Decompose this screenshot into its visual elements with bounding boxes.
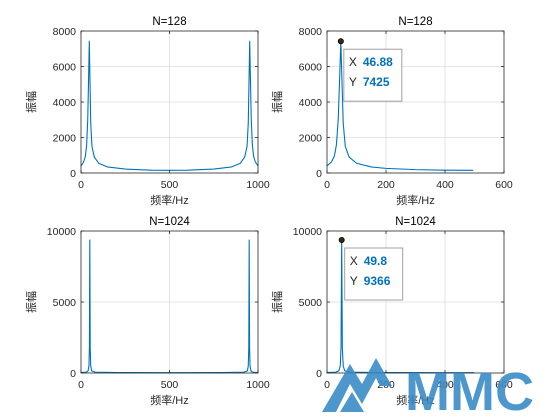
x-tick-label: 500 bbox=[161, 379, 179, 391]
x-tick-label: 200 bbox=[377, 179, 395, 191]
x-tick-label: 400 bbox=[436, 179, 454, 191]
chart-panel-1: 0 500 1000 0 2000 4000 6000 8000 N=128 频率/Hz 振幅 bbox=[24, 16, 270, 207]
x-axis-label: 频率/Hz bbox=[150, 393, 189, 407]
logo-text: MMC bbox=[405, 362, 534, 420]
y-tick-label: 0 bbox=[70, 168, 76, 180]
datatip-marker bbox=[338, 237, 345, 244]
datatip-y-label: Y bbox=[350, 274, 358, 288]
datatip-marker bbox=[337, 38, 344, 45]
y-tick-label: 6000 bbox=[299, 62, 323, 74]
y-tick-label: 0 bbox=[316, 368, 322, 380]
y-tick-label: 0 bbox=[316, 168, 322, 180]
datatip-x-label: X bbox=[350, 254, 358, 268]
chart-panel-4: 02004006000500010000N=1024频率/Hz振幅X49.8Y9… bbox=[270, 216, 513, 407]
y-tick-label: 4000 bbox=[299, 97, 323, 109]
datatip: X 46.88 Y 7425 bbox=[337, 38, 403, 102]
x-tick-label: 400 bbox=[436, 379, 454, 391]
y-tick-label: 4000 bbox=[53, 97, 77, 109]
datatip-x-label: X bbox=[349, 55, 357, 69]
y-axis-label: 振幅 bbox=[270, 291, 284, 313]
datatip-y-value: 7425 bbox=[363, 75, 390, 89]
y-tick-label: 5000 bbox=[53, 297, 77, 309]
x-tick-label: 0 bbox=[324, 379, 330, 391]
logo-arrow-icon bbox=[322, 358, 392, 412]
datatip-x-value: 46.88 bbox=[363, 55, 393, 69]
datatip-y-value: 9366 bbox=[364, 274, 391, 288]
datatip-x-value: 49.8 bbox=[364, 254, 388, 268]
y-tick-label: 6000 bbox=[53, 62, 77, 74]
chart-title: N=128 bbox=[398, 16, 432, 28]
datatip-box bbox=[344, 247, 404, 301]
chart-title: N=128 bbox=[152, 16, 186, 28]
y-tick-label: 8000 bbox=[299, 26, 323, 38]
chart-title: N=1024 bbox=[395, 216, 436, 228]
logo-shard-icon bbox=[340, 392, 364, 412]
x-axis-label: 频率/Hz bbox=[396, 393, 435, 407]
mmc-logo: MMC bbox=[322, 358, 534, 420]
x-tick-label: 500 bbox=[161, 179, 179, 191]
y-tick-label: 10000 bbox=[47, 226, 76, 238]
x-tick-label: 1000 bbox=[246, 379, 270, 391]
y-tick-label: 5000 bbox=[299, 297, 323, 309]
x-tick-label: 0 bbox=[324, 179, 330, 191]
series-line bbox=[326, 40, 474, 171]
y-tick-label: 10000 bbox=[293, 226, 322, 238]
x-tick-label: 600 bbox=[495, 379, 513, 391]
x-tick-label: 1000 bbox=[246, 179, 270, 191]
y-axis-label: 振幅 bbox=[24, 91, 38, 113]
datatip: X 49.8 Y 9366 bbox=[338, 237, 404, 301]
y-tick-label: 2000 bbox=[299, 133, 323, 145]
x-tick-label: 600 bbox=[495, 179, 513, 191]
y-tick-label: 8000 bbox=[53, 26, 77, 38]
datatip-y-label: Y bbox=[349, 75, 357, 89]
y-axis-label: 振幅 bbox=[24, 291, 38, 313]
x-tick-label: 0 bbox=[78, 379, 84, 391]
chart-panel-2: 0 200 400 60002000400060008000N=128频率/Hz振幅X… bbox=[270, 16, 513, 207]
y-tick-label: 0 bbox=[70, 368, 76, 380]
chart-title: N=1024 bbox=[149, 216, 190, 228]
y-tick-label: 2000 bbox=[53, 133, 77, 145]
y-axis-label: 振幅 bbox=[270, 91, 284, 113]
datatip-box bbox=[343, 48, 403, 102]
x-axis-label: 频率/Hz bbox=[150, 193, 189, 207]
x-tick-label: 0 bbox=[78, 179, 84, 191]
x-axis-label: 频率/Hz bbox=[396, 193, 435, 207]
